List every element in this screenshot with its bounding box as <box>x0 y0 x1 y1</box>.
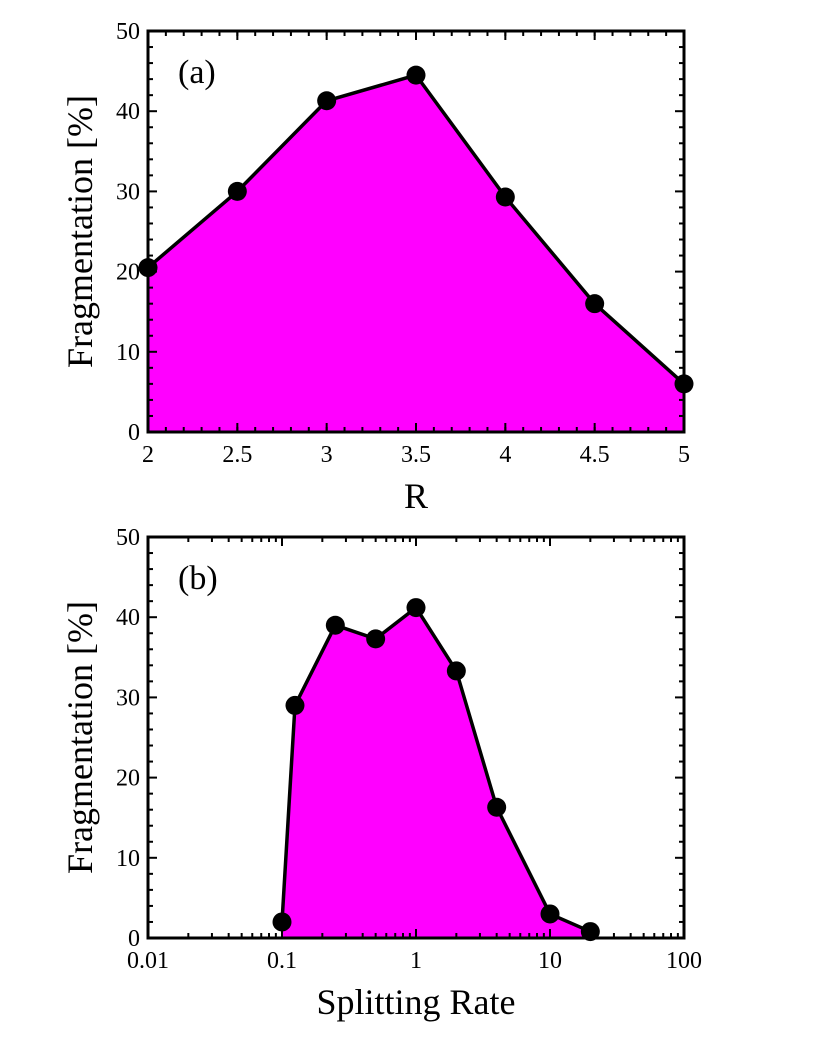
data-point <box>325 615 345 635</box>
x-axis-title: Splitting Rate <box>316 982 515 1022</box>
y-axis-title: Fragmentation [%] <box>60 95 100 368</box>
data-point <box>406 598 426 618</box>
x-axis-title: R <box>404 476 428 516</box>
y-tick-label: 40 <box>116 605 140 631</box>
x-tick-label: 100 <box>666 948 702 974</box>
data-point <box>674 374 694 394</box>
x-tick-label: 3 <box>321 442 333 468</box>
y-tick-label: 0 <box>128 420 140 446</box>
data-point <box>540 904 560 924</box>
area-fill <box>148 75 684 433</box>
data-point <box>285 695 305 715</box>
x-tick-label: 1 <box>410 948 422 974</box>
data-point <box>585 294 605 314</box>
panel-label: (a) <box>178 54 216 91</box>
data-point <box>227 181 247 201</box>
panel-label: (b) <box>178 560 218 597</box>
y-tick-label: 30 <box>116 685 140 711</box>
data-point <box>406 65 426 85</box>
y-tick-label: 20 <box>116 260 140 286</box>
x-tick-label: 0.1 <box>267 948 297 974</box>
panel-a: 0 10 20 30 40 50 2 2.5 3 3.5 4 4.5 5 (a) R Fragmentatio… <box>60 19 694 516</box>
area-fill <box>282 607 591 938</box>
y-tick-label: 10 <box>116 846 140 872</box>
x-tick-label: 4.5 <box>580 442 610 468</box>
y-tick-label: 20 <box>116 766 140 792</box>
x-tick-label: 0.01 <box>127 948 169 974</box>
x-tick-label: 2 <box>142 442 154 468</box>
y-tick-label: 50 <box>116 19 140 45</box>
data-point <box>487 797 507 817</box>
panel-b: 0 10 20 30 40 50 0.01 0.1 1 10 100 (b) Splitting Rat… <box>60 525 702 1022</box>
x-tick-label: 5 <box>678 442 690 468</box>
y-tick-label: 30 <box>116 179 140 205</box>
data-point <box>138 258 158 278</box>
y-tick-label: 0 <box>128 926 140 952</box>
x-tick-label: 10 <box>538 948 562 974</box>
x-tick-label: 3.5 <box>401 442 431 468</box>
data-point <box>446 661 466 681</box>
data-point <box>495 187 515 207</box>
y-axis-title: Fragmentation [%] <box>60 601 100 874</box>
data-point <box>366 629 386 649</box>
y-tick-label: 40 <box>116 99 140 125</box>
data-point <box>580 922 600 942</box>
y-tick-label: 10 <box>116 340 140 366</box>
data-point <box>317 91 337 111</box>
y-tick-label: 50 <box>116 525 140 551</box>
x-tick-label: 2.5 <box>222 442 252 468</box>
x-tick-label: 4 <box>499 442 511 468</box>
data-point <box>272 912 292 932</box>
